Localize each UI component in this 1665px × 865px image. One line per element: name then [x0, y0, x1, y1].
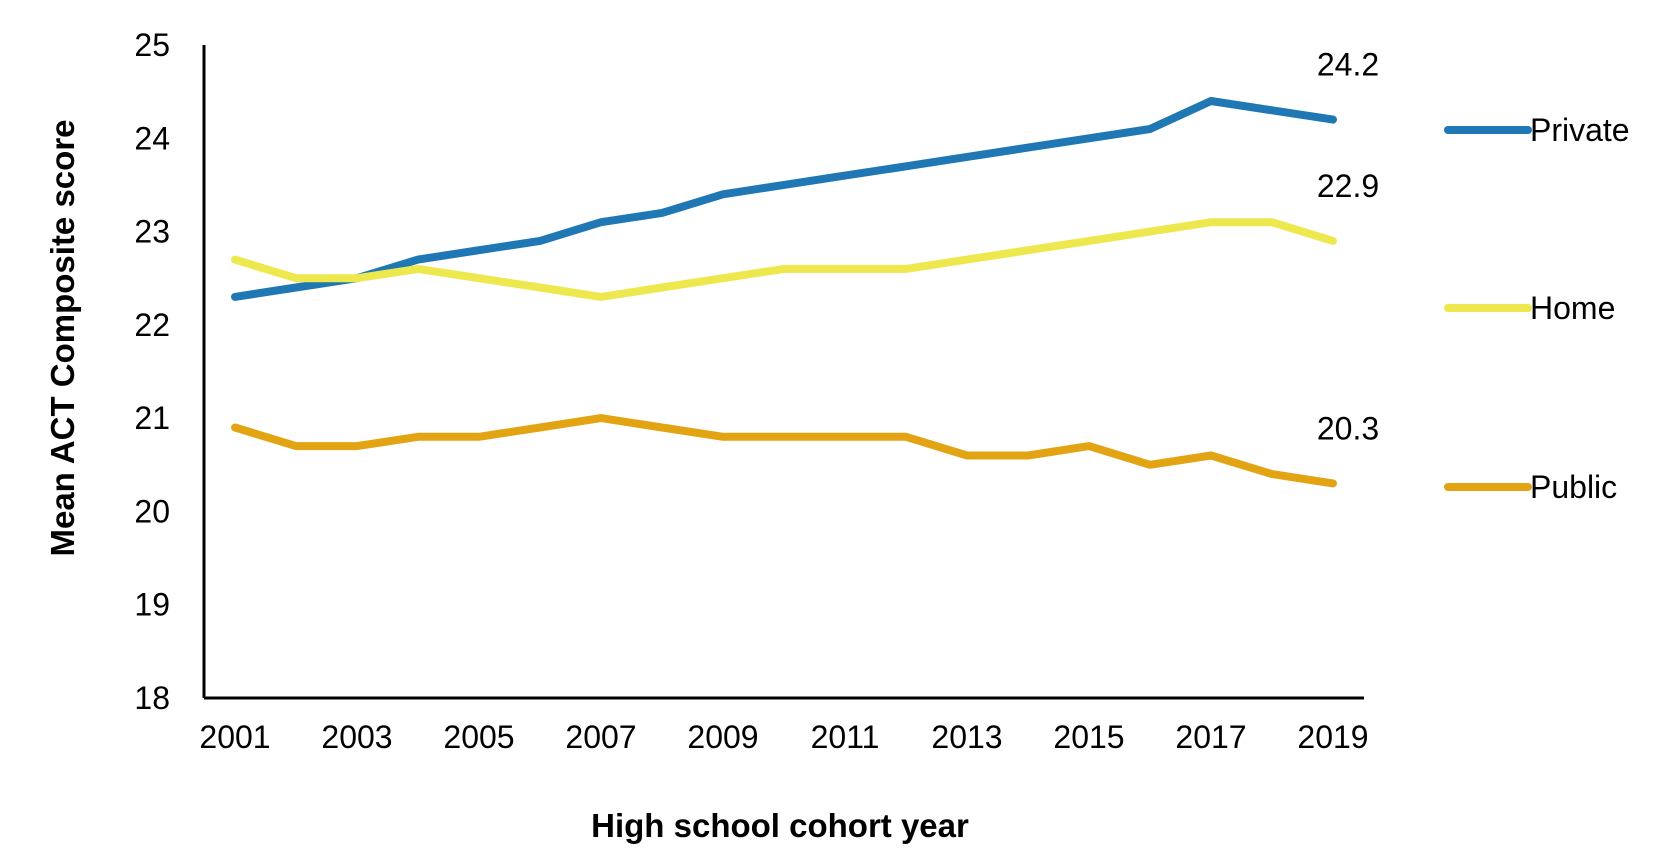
x-tick-label: 2001: [199, 719, 270, 755]
x-tick-label: 2007: [565, 719, 636, 755]
end-labels: 24.2 22.9 20.3: [1317, 47, 1379, 447]
x-tick-label: 2011: [811, 719, 880, 755]
axes: [202, 45, 1364, 700]
x-tick-label: 2015: [1053, 719, 1124, 755]
y-ticks: 18 19 20 21 22 23 24 25: [134, 27, 170, 716]
y-axis-title: Mean ACT Composite score: [44, 119, 81, 556]
legend-label-public: Public: [1530, 469, 1617, 505]
y-tick-label: 21: [134, 400, 170, 436]
legend-label-home: Home: [1530, 290, 1615, 326]
legend: Private Home Public: [1444, 112, 1630, 505]
x-ticks: 2001 2003 2005 2007 2009 2011 2013 2015 2017 2019: [199, 719, 1368, 755]
y-tick-label: 20: [134, 493, 170, 529]
y-tick-label: 25: [134, 27, 170, 63]
y-tick-label: 18: [134, 680, 170, 716]
series-line-private: [231, 97, 1337, 301]
y-tick-label: 23: [134, 214, 170, 250]
x-tick-label: 2017: [1175, 719, 1246, 755]
end-label-public: 20.3: [1317, 410, 1379, 446]
x-tick-label: 2009: [687, 719, 758, 755]
y-tick-label: 19: [134, 587, 170, 623]
y-tick-label: 24: [134, 120, 170, 156]
series-line-home: [231, 218, 1337, 301]
x-tick-label: 2005: [443, 719, 514, 755]
end-label-home: 22.9: [1317, 168, 1379, 204]
end-label-private: 24.2: [1317, 47, 1379, 83]
x-tick-label: 2013: [931, 719, 1002, 755]
series-line-public: [231, 414, 1337, 488]
legend-label-private: Private: [1530, 112, 1630, 148]
x-tick-label: 2003: [321, 719, 392, 755]
x-tick-label: 2019: [1297, 719, 1368, 755]
x-axis-title: High school cohort year: [591, 807, 969, 844]
y-tick-label: 22: [134, 307, 170, 343]
series-lines: [231, 97, 1337, 488]
